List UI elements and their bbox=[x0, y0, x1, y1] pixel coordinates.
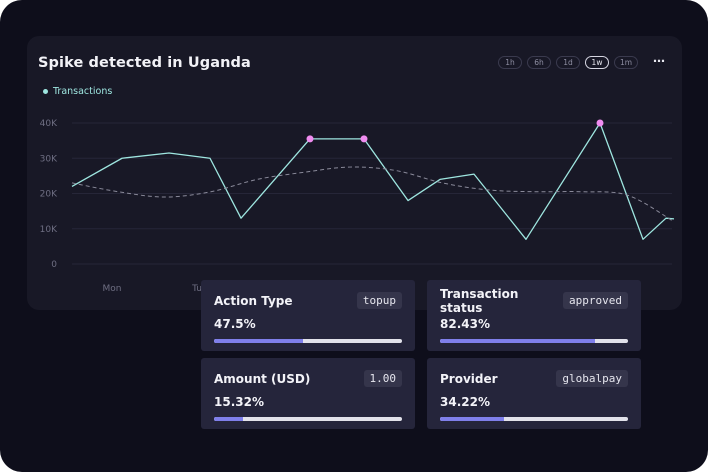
stat-label: Amount (USD) bbox=[214, 371, 311, 386]
stat-percent: 34.22% bbox=[440, 395, 490, 409]
x-tick-label: Tu bbox=[191, 284, 202, 294]
spike-point bbox=[596, 119, 604, 127]
y-tick-label: 30K bbox=[40, 154, 58, 164]
stat-card-provider: Provider globalpay 34.22% bbox=[427, 358, 641, 429]
range-1h[interactable]: 1h bbox=[498, 56, 522, 69]
chart-panel: Spike detected in Uganda Transactions 1h… bbox=[27, 36, 682, 310]
legend-label: Transactions bbox=[53, 86, 113, 97]
stat-percent: 15.32% bbox=[214, 395, 264, 409]
stat-tag: globalpay bbox=[556, 370, 628, 387]
stat-progress-bar bbox=[440, 339, 628, 343]
stat-progress-fill bbox=[440, 417, 505, 421]
y-tick-label: 0 bbox=[51, 260, 57, 270]
stat-label: Provider bbox=[440, 371, 498, 386]
range-1m[interactable]: 1m bbox=[614, 56, 638, 69]
stat-progress-bar bbox=[214, 417, 402, 421]
y-tick-label: 40K bbox=[40, 119, 58, 129]
stat-tag: approved bbox=[563, 292, 628, 309]
trend-line bbox=[71, 166, 675, 223]
stat-progress-fill bbox=[214, 339, 304, 343]
stat-progress-bar bbox=[440, 417, 628, 421]
more-horizontal-icon[interactable]: ⋯ bbox=[653, 54, 665, 68]
x-tick-label: Mon bbox=[103, 284, 122, 294]
panel-title: Spike detected in Uganda bbox=[38, 55, 251, 71]
time-range-selector: 1h 6h 1d 1w 1m bbox=[498, 56, 638, 69]
stat-progress-fill bbox=[214, 417, 243, 421]
stat-label: Transaction status bbox=[440, 286, 519, 315]
stat-card-transaction-status: Transaction status approved 82.43% bbox=[427, 280, 641, 351]
transactions-chart: 0 10K 20K 30K 40K Mon Tu bbox=[40, 119, 675, 294]
range-1w[interactable]: 1w bbox=[585, 56, 609, 69]
stat-percent: 47.5% bbox=[214, 317, 256, 331]
spike-point bbox=[360, 135, 368, 143]
range-6h[interactable]: 6h bbox=[527, 56, 551, 69]
stat-tag: 1.00 bbox=[363, 370, 402, 387]
legend-dot-icon bbox=[43, 89, 48, 94]
transactions-line bbox=[71, 122, 675, 240]
stat-card-action-type: Action Type topup 47.5% bbox=[201, 280, 415, 351]
chart-legend: Transactions bbox=[43, 86, 112, 97]
y-tick-label: 10K bbox=[40, 225, 58, 235]
stat-progress-bar bbox=[214, 339, 402, 343]
y-tick-label: 20K bbox=[40, 190, 58, 200]
spike-point bbox=[306, 135, 314, 143]
stat-tag: topup bbox=[356, 292, 402, 309]
range-1d[interactable]: 1d bbox=[556, 56, 580, 69]
stat-percent: 82.43% bbox=[440, 317, 490, 331]
stat-card-amount: Amount (USD) 1.00 15.32% bbox=[201, 358, 415, 429]
stat-label: Action Type bbox=[214, 293, 293, 308]
stat-progress-fill bbox=[440, 339, 595, 343]
